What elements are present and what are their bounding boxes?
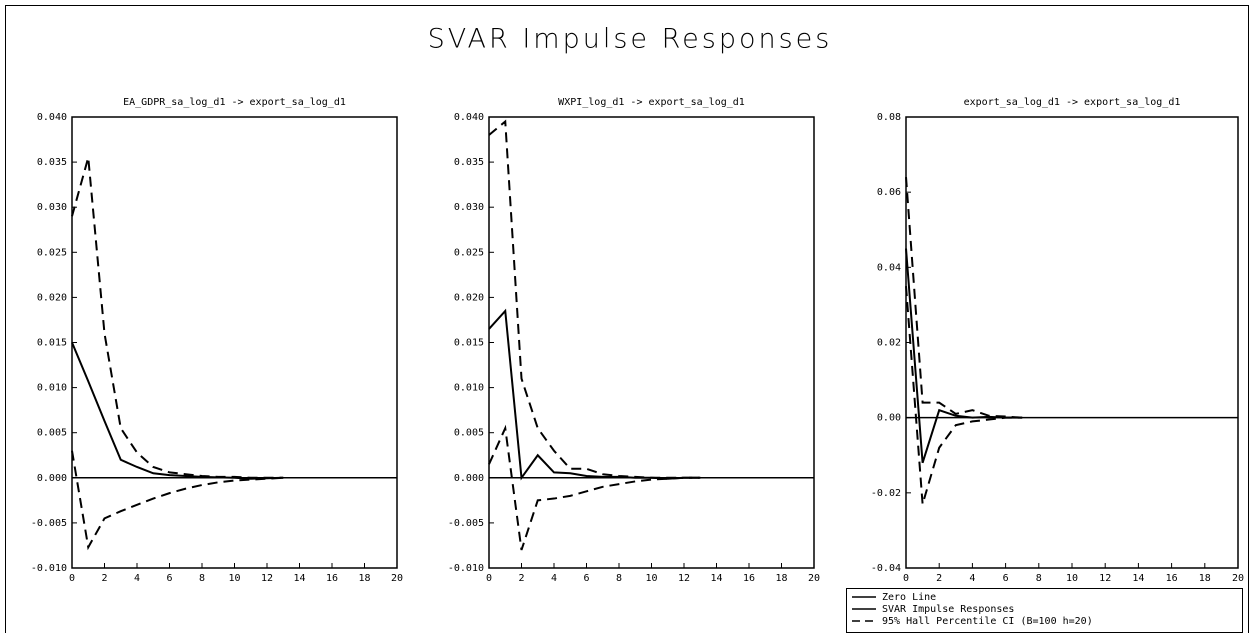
x-tick-label: 16 bbox=[326, 573, 338, 584]
x-tick-label: 12 bbox=[678, 573, 690, 584]
y-tick-label: 0.005 bbox=[37, 428, 67, 439]
x-tick-label: 2 bbox=[518, 573, 524, 584]
x-tick-label: 20 bbox=[808, 573, 820, 584]
subplot-title: export_sa_log_d1 -> export_sa_log_d1 bbox=[964, 97, 1181, 108]
plot-frame bbox=[905, 116, 1239, 569]
x-tick-label: 20 bbox=[391, 573, 403, 584]
x-tick-label: 4 bbox=[969, 573, 975, 584]
x-tick-label: 6 bbox=[583, 573, 589, 584]
ci-line bbox=[905, 177, 1023, 419]
ci-line bbox=[905, 286, 1023, 505]
x-tick-label: 20 bbox=[1232, 573, 1244, 584]
x-tick-label: 2 bbox=[101, 573, 107, 584]
y-tick-label: 0.035 bbox=[37, 157, 67, 168]
y-tick-label: 0.000 bbox=[454, 473, 484, 484]
y-tick-label: 0.005 bbox=[454, 428, 484, 439]
y-tick-label: 0.030 bbox=[37, 202, 67, 213]
x-tick-label: 4 bbox=[551, 573, 557, 584]
irf-line bbox=[488, 308, 701, 481]
x-tick-label: 8 bbox=[1036, 573, 1042, 584]
x-tick-label: 10 bbox=[228, 573, 240, 584]
x-tick-label: 12 bbox=[1099, 573, 1111, 584]
y-tick-label: 0.010 bbox=[454, 383, 484, 394]
x-tick-label: 6 bbox=[1003, 573, 1009, 584]
y-tick-label: 0.04 bbox=[877, 262, 901, 273]
figure-frame bbox=[5, 5, 1249, 633]
x-tick-label: 0 bbox=[486, 573, 492, 584]
ci-line bbox=[488, 424, 701, 551]
x-tick-label: 16 bbox=[743, 573, 755, 584]
x-tick-label: 14 bbox=[710, 573, 722, 584]
x-tick-label: 10 bbox=[1066, 573, 1078, 584]
y-tick-label: 0.040 bbox=[454, 112, 484, 123]
legend-label: 95% Hall Percentile CI (B=100 h=20) bbox=[882, 616, 1093, 627]
y-tick-label: 0.015 bbox=[37, 338, 67, 349]
y-tick-label: 0.035 bbox=[454, 157, 484, 168]
x-tick-label: 18 bbox=[1199, 573, 1211, 584]
ci-line bbox=[71, 450, 284, 551]
x-tick-label: 18 bbox=[358, 573, 370, 584]
x-tick-label: 14 bbox=[1132, 573, 1144, 584]
y-tick-label: 0.08 bbox=[877, 112, 901, 123]
y-tick-label: -0.010 bbox=[31, 563, 67, 574]
y-tick-label: 0.020 bbox=[37, 292, 67, 303]
x-tick-label: 16 bbox=[1166, 573, 1178, 584]
plot-frame bbox=[71, 116, 398, 569]
x-tick-label: 18 bbox=[775, 573, 787, 584]
irf-line bbox=[71, 342, 284, 480]
x-tick-label: 0 bbox=[69, 573, 75, 584]
ci-line bbox=[71, 157, 284, 479]
legend-label: Zero Line bbox=[882, 592, 936, 603]
y-tick-label: -0.005 bbox=[448, 518, 484, 529]
x-tick-label: 14 bbox=[293, 573, 305, 584]
y-tick-label: -0.04 bbox=[871, 563, 901, 574]
x-tick-label: 10 bbox=[645, 573, 657, 584]
x-tick-label: 8 bbox=[199, 573, 205, 584]
y-tick-label: 0.010 bbox=[37, 383, 67, 394]
x-tick-label: 6 bbox=[166, 573, 172, 584]
y-tick-label: 0.06 bbox=[877, 187, 901, 198]
x-tick-label: 4 bbox=[134, 573, 140, 584]
y-tick-label: -0.02 bbox=[871, 488, 901, 499]
x-tick-label: 12 bbox=[261, 573, 273, 584]
y-tick-label: 0.000 bbox=[37, 473, 67, 484]
subplot-title: WXPI_log_d1 -> export_sa_log_d1 bbox=[558, 97, 745, 108]
ci-line bbox=[488, 119, 701, 479]
x-tick-label: 0 bbox=[903, 573, 909, 584]
subplot-title: EA_GDPR_sa_log_d1 -> export_sa_log_d1 bbox=[123, 97, 346, 108]
x-tick-label: 2 bbox=[936, 573, 942, 584]
y-tick-label: -0.010 bbox=[448, 563, 484, 574]
y-tick-label: 0.015 bbox=[454, 338, 484, 349]
y-tick-label: 0.030 bbox=[454, 202, 484, 213]
legend-label: SVAR Impulse Responses bbox=[882, 604, 1014, 615]
y-tick-label: 0.040 bbox=[37, 112, 67, 123]
x-tick-label: 8 bbox=[616, 573, 622, 584]
y-tick-label: -0.005 bbox=[31, 518, 67, 529]
y-tick-label: 0.025 bbox=[454, 247, 484, 258]
figure-title: SVAR Impulse Responses bbox=[428, 24, 833, 55]
y-tick-label: 0.02 bbox=[877, 338, 901, 349]
y-tick-label: 0.00 bbox=[877, 413, 901, 424]
irf-line bbox=[905, 248, 1023, 464]
y-tick-label: 0.025 bbox=[37, 247, 67, 258]
y-tick-label: 0.020 bbox=[454, 292, 484, 303]
